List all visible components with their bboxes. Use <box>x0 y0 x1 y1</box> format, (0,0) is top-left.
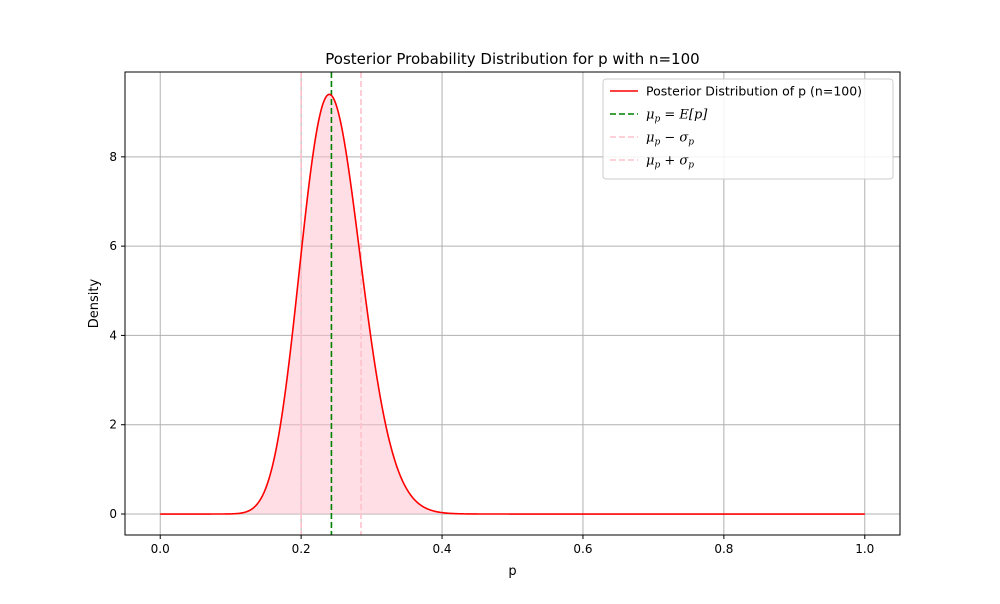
y-tick-label: 6 <box>109 239 117 253</box>
legend-label: μp + σp <box>646 154 694 171</box>
shaded-interval <box>160 94 865 515</box>
x-tick-label: 0.4 <box>432 542 451 556</box>
y-axis-label: Density <box>87 278 102 328</box>
vertical-lines <box>300 72 362 535</box>
legend-label: μp = E[p] <box>646 108 708 125</box>
posterior-curve <box>160 93 865 515</box>
x-tick-label: 0.6 <box>573 542 592 556</box>
area-fill <box>160 94 865 515</box>
x-tick-label: 0.8 <box>714 542 733 556</box>
series-lines <box>160 93 865 515</box>
x-tick-label: 1.0 <box>855 542 874 556</box>
y-tick-label: 0 <box>109 507 117 521</box>
legend-label: Posterior Distribution of p (n=100) <box>646 84 862 99</box>
x-tick-label: 0.2 <box>292 542 311 556</box>
legend: Posterior Distribution of p (n=100) μp = … <box>602 78 894 180</box>
plot-frame <box>124 71 901 536</box>
chart-title: Posterior Probability Distribution for p… <box>325 50 699 68</box>
y-tick-label: 2 <box>109 418 117 432</box>
x-axis-label: p <box>508 564 516 579</box>
y-ticks: 0 2 4 6 8 <box>109 150 125 521</box>
y-tick-label: 8 <box>109 150 117 164</box>
legend-label: μp − σp <box>646 131 694 148</box>
x-ticks: 0.0 0.2 0.4 0.6 0.8 1.0 <box>151 535 874 556</box>
x-tick-label: 0.0 <box>151 542 170 556</box>
y-tick-label: 4 <box>109 328 117 342</box>
legend-box <box>602 78 894 180</box>
